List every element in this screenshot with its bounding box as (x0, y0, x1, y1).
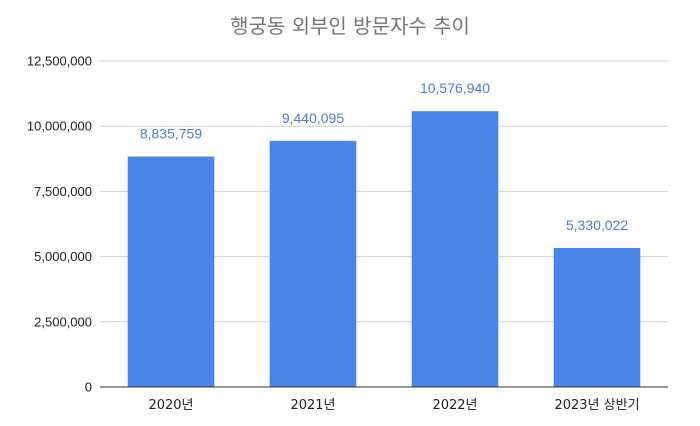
bar (127, 156, 215, 387)
data-label: 10,576,940 (420, 80, 490, 96)
y-tick-label: 0 (85, 380, 92, 395)
data-label: 9,440,095 (282, 110, 344, 126)
bar (553, 247, 641, 387)
data-label: 5,330,022 (566, 217, 628, 233)
y-tick-label: 10,000,000 (27, 119, 92, 134)
bars (127, 111, 641, 387)
y-tick-label: 5,000,000 (34, 249, 92, 264)
x-axis-ticks: 2020년 2021년 2022년 2023년 상반기 (148, 398, 639, 413)
bar (411, 111, 499, 387)
y-axis-ticks: 0 2,500,000 5,000,000 7,500,000 10,000,000 12… (27, 54, 92, 395)
chart-title: 행궁동 외부인 방문자수 추이 (230, 14, 470, 38)
x-tick-label: 2022년 (432, 398, 477, 413)
y-tick-label: 7,500,000 (34, 184, 92, 199)
y-tick-label: 2,500,000 (34, 314, 92, 329)
x-tick-label: 2023년 상반기 (554, 398, 639, 413)
data-label: 8,835,759 (140, 126, 202, 142)
x-tick-label: 2021년 (290, 398, 335, 413)
y-tick-label: 12,500,000 (27, 54, 92, 69)
bar (269, 140, 357, 387)
data-labels: 8,835,759 9,440,095 10,576,940 5,330,022 (140, 80, 628, 233)
x-tick-label: 2020년 (148, 398, 193, 413)
